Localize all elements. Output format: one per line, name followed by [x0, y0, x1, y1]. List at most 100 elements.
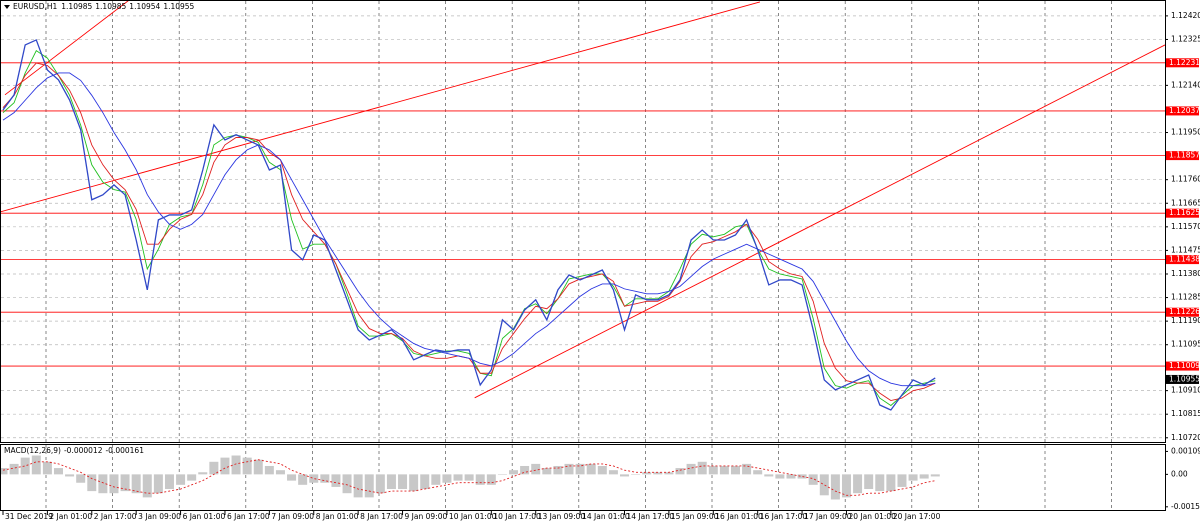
macd-bar — [9, 463, 19, 475]
macd-bar — [87, 474, 97, 492]
macd-bar — [697, 461, 707, 475]
y-tick-label: 1.10910 — [1171, 386, 1200, 395]
y-tick-label: 1.11950 — [1171, 128, 1200, 137]
y-tick-label: 1.11285 — [1171, 293, 1200, 302]
level-tag — [1166, 307, 1199, 317]
macd-bar — [164, 474, 174, 490]
y-tick-label: 1.11760 — [1171, 175, 1200, 184]
macd-bar — [53, 468, 63, 475]
macd-bar — [653, 472, 663, 475]
macd-bar — [719, 465, 729, 475]
macd-bar — [753, 470, 763, 475]
macd-bar — [364, 474, 374, 498]
macd-bar — [841, 474, 851, 498]
macd-bar — [287, 474, 297, 481]
level-tag — [1166, 151, 1199, 161]
macd-bar — [20, 457, 30, 475]
macd-bar — [575, 463, 585, 475]
header: EURUSD,H1 1.10985 1.10985 1.10954 1.10955 — [13, 2, 195, 11]
macd-bar — [0, 468, 8, 475]
macd-bar — [775, 474, 785, 479]
trendline — [474, 44, 1166, 399]
macd-bar — [564, 463, 574, 475]
macd-bar — [31, 455, 41, 475]
macd-bar — [386, 474, 396, 490]
level-tag — [1166, 361, 1199, 371]
macd-bar — [486, 474, 496, 485]
macd-bar — [431, 474, 441, 485]
x-tick-label: 13 Jan 09:00 — [538, 512, 586, 521]
y-tick-label: 1.10815 — [1171, 409, 1200, 418]
price-line — [2, 39, 936, 411]
macd-bar — [642, 472, 652, 475]
macd-bar — [442, 474, 452, 483]
x-tick-label: 16 Jan 01:00 — [715, 512, 763, 521]
macd-bar — [919, 474, 929, 479]
macd-bar — [742, 463, 752, 475]
y-tick-label: -0.00155 — [1171, 502, 1200, 511]
x-tick-label: 3 Jan 09:00 — [138, 512, 181, 521]
macd-bar — [375, 474, 385, 494]
macd-bar — [631, 474, 641, 475]
y-tick-label: 0.001096 — [1171, 446, 1200, 455]
close: 1.10955 — [163, 2, 194, 11]
macd-bar — [475, 474, 485, 485]
macd-bar — [331, 474, 341, 487]
macd-bar — [353, 474, 363, 498]
x-tick-label: 14 Jan 17:00 — [627, 512, 675, 521]
y-tick-label: 1.11665 — [1171, 198, 1200, 207]
macd-bar — [531, 463, 541, 475]
y-tick-label: 1.10720 — [1171, 433, 1200, 442]
y-tick-label: 1.11380 — [1171, 269, 1200, 278]
level-tag — [1166, 58, 1199, 68]
x-tick-label: 14 Jan 01:00 — [582, 512, 630, 521]
macd-bar — [342, 474, 352, 494]
macd-bar — [187, 474, 197, 481]
macd-bar — [897, 474, 907, 487]
y-tick-label: 1.11095 — [1171, 340, 1200, 349]
main-frame — [0, 0, 1166, 443]
y-tick-label: 0.00 — [1171, 469, 1188, 478]
y-tick-label: 1.12325 — [1171, 34, 1200, 43]
macd-bar — [786, 474, 796, 479]
low: 1.10954 — [129, 2, 160, 11]
macd-bar — [553, 465, 563, 475]
x-tick-label: 15 Jan 09:00 — [671, 512, 719, 521]
macd-bar — [198, 472, 208, 475]
macd-bar — [275, 470, 285, 475]
open: 1.10985 — [61, 2, 92, 11]
macd-bar — [830, 474, 840, 500]
macd-bar — [875, 474, 885, 492]
macd-bar — [309, 474, 319, 483]
x-tick-label: 2 Jan 17:00 — [94, 512, 137, 521]
level-label: 1.11625 — [1169, 208, 1200, 217]
level-label: 1.11009 — [1169, 361, 1200, 370]
macd-bar — [120, 474, 130, 492]
y-tick-label: 1.12140 — [1171, 80, 1200, 89]
macd-bar — [242, 457, 252, 475]
macd-title: MACD(12,26,9) — [4, 446, 61, 455]
x-tick-label: 10 Jan 17:00 — [493, 512, 541, 521]
macd-bar — [930, 474, 940, 477]
macd-bar — [764, 474, 774, 477]
macd-bar — [253, 459, 263, 475]
level-label: 1.11226 — [1169, 307, 1200, 316]
x-tick-label: 20 Jan 01:00 — [848, 512, 896, 521]
grid — [1, 1, 1165, 510]
macd-bar — [131, 474, 141, 494]
x-tick-label: 7 Jan 09:00 — [271, 512, 314, 521]
macd-bar — [65, 474, 75, 477]
macd-bar — [597, 465, 607, 475]
macd-bar — [42, 461, 52, 475]
macd-bar — [730, 465, 740, 475]
macd-bar — [708, 465, 718, 475]
level-label: 1.12231 — [1169, 58, 1200, 67]
macd-bar — [864, 474, 874, 490]
macd-bar — [409, 474, 419, 492]
macd-frame — [0, 444, 1166, 511]
signal-line — [2, 459, 936, 496]
macd-bar — [886, 474, 896, 492]
x-tick-label: 6 Jan 01:00 — [183, 512, 226, 521]
